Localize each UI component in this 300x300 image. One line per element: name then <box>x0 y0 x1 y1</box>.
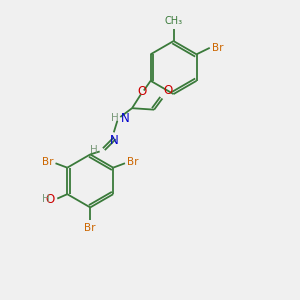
Text: Br: Br <box>127 158 139 167</box>
Text: H: H <box>90 145 98 155</box>
Text: Br: Br <box>85 223 96 233</box>
Text: O: O <box>138 85 147 98</box>
Text: Br: Br <box>42 158 53 167</box>
Text: CH₃: CH₃ <box>164 16 183 26</box>
Text: N: N <box>110 134 118 147</box>
Text: H: H <box>42 194 50 205</box>
Text: O: O <box>46 193 55 206</box>
Text: Br: Br <box>212 43 224 53</box>
Text: H: H <box>111 113 119 124</box>
Text: O: O <box>164 84 173 97</box>
Text: N: N <box>121 112 130 125</box>
